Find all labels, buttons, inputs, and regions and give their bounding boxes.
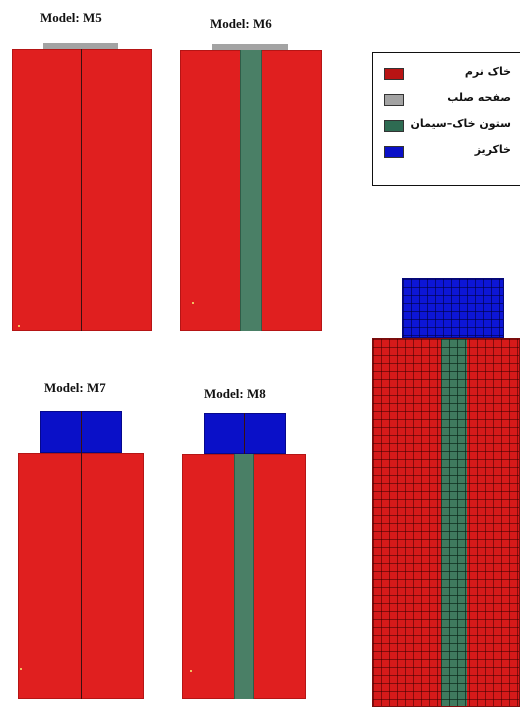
- mesh-embankment: [402, 278, 504, 338]
- m7-symmetry-axis: [81, 411, 82, 699]
- m6-rigid-plate: [212, 44, 288, 50]
- m6-soil-cement-column: [240, 50, 262, 331]
- rigid-plate-swatch-icon: [384, 94, 404, 106]
- m6-speck: [192, 302, 194, 304]
- mesh-soft-soil: [372, 338, 520, 707]
- m8-soil-cement-column: [234, 454, 254, 699]
- m8-speck: [190, 670, 192, 672]
- embankment-swatch-icon: [384, 146, 404, 158]
- legend-label-rigid-plate: صفحه صلب: [447, 91, 511, 104]
- m5-symmetry-axis: [81, 49, 82, 331]
- legend-item-soft-soil: خاک نرم: [373, 65, 520, 85]
- soft-soil-swatch-icon: [384, 68, 404, 80]
- m8-embankment-axis: [244, 413, 245, 454]
- legend-label-soil-cement-column: ستون خاک–سیمان: [410, 117, 511, 130]
- legend-label-soft-soil: خاک نرم: [464, 65, 511, 78]
- mesh-soil-cement-column: [441, 339, 467, 706]
- model-m8-title: Model: M8: [204, 386, 266, 401]
- model-m6-title: Model: M6: [210, 16, 272, 31]
- legend-item-embankment: خاکریز: [373, 143, 520, 163]
- model-m7-title: Model: M7: [44, 380, 106, 395]
- m7-speck: [20, 668, 22, 670]
- m8-embankment: [204, 413, 286, 454]
- soil-cement-column-swatch-icon: [384, 120, 404, 132]
- m5-soft-soil: [12, 49, 152, 331]
- m5-rigid-plate: [43, 43, 118, 49]
- legend-item-soil-cement-column: ستون خاک–سیمان: [373, 117, 520, 137]
- legend: خاک نرم صفحه صلب ستون خاک–سیمان خاکریز: [372, 52, 520, 186]
- legend-label-embankment: خاکریز: [474, 143, 511, 156]
- model-m5-title: Model: M5: [40, 10, 102, 25]
- m5-speck: [18, 325, 20, 327]
- legend-item-rigid-plate: صفحه صلب: [373, 91, 520, 111]
